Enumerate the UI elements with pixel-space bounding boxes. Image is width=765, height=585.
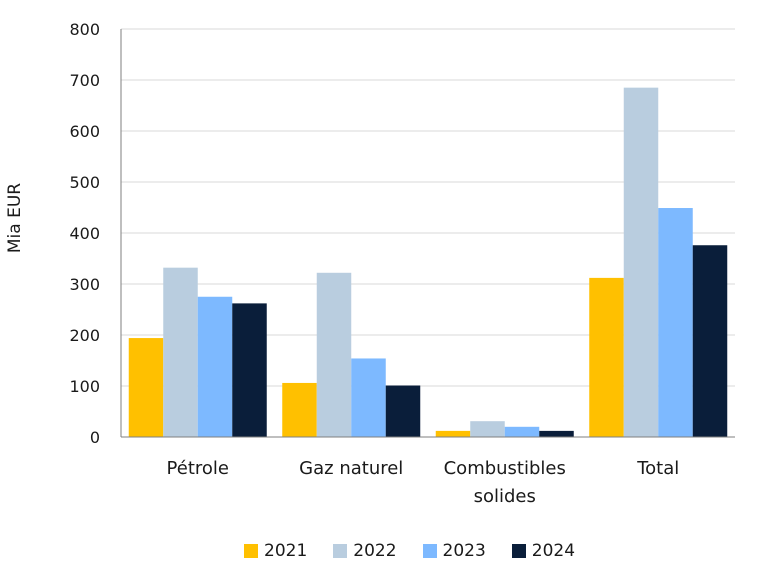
x-category-label: solides xyxy=(474,486,536,507)
x-category-label: Pétrole xyxy=(167,458,229,479)
x-category-label: Combustibles xyxy=(444,458,566,479)
axes xyxy=(120,29,735,438)
y-tick-label: 300 xyxy=(69,275,100,294)
bar-2022-3 xyxy=(623,87,659,438)
bar-2022-1 xyxy=(316,272,352,437)
bar-2021-1 xyxy=(282,382,317,437)
bars xyxy=(128,87,728,438)
legend-swatch xyxy=(511,544,526,558)
bar-2021-3 xyxy=(589,277,624,437)
legend-swatch xyxy=(333,544,348,558)
bar-2023-0 xyxy=(197,296,233,437)
y-tick-label: 400 xyxy=(69,224,100,243)
x-category-label: Gaz naturel xyxy=(299,458,403,479)
legend-label: 2024 xyxy=(531,541,576,561)
x-category-labels: Pétrole Gaz naturel Combustibles solides Tot… xyxy=(167,458,680,507)
bar-2024-2 xyxy=(539,430,574,437)
bar-2021-2 xyxy=(435,430,471,437)
bar-2023-3 xyxy=(658,208,693,437)
y-tick-label: 0 xyxy=(90,428,100,447)
legend-item-2021: 2021 xyxy=(244,541,307,561)
legend-item-2022: 2022 xyxy=(333,541,397,561)
bar-2021-0 xyxy=(128,338,164,437)
bar-2024-0 xyxy=(232,303,267,437)
legend-swatch xyxy=(422,544,437,558)
legend-item-2024: 2024 xyxy=(511,541,576,561)
legend-label: 2023 xyxy=(442,541,486,561)
bar-2022-2 xyxy=(470,421,505,437)
y-tick-labels: 0 100 200 300 400 500 600 700 800 xyxy=(69,20,100,447)
legend-label: 2021 xyxy=(264,541,308,561)
legend-item-2023: 2023 xyxy=(422,541,486,561)
y-axis-label: Mia EUR xyxy=(5,183,25,253)
bar-2024-1 xyxy=(385,385,421,437)
bar-2024-3 xyxy=(692,245,728,437)
y-tick-label: 100 xyxy=(69,377,100,396)
y-tick-label: 500 xyxy=(69,173,100,192)
y-tick-label: 600 xyxy=(69,122,100,141)
bar-2022-0 xyxy=(163,267,198,437)
bar-2023-1 xyxy=(351,358,386,437)
legend-swatch xyxy=(244,544,258,558)
x-category-label: Total xyxy=(636,458,679,479)
legend: 2021 2022 2023 2024 xyxy=(244,541,601,561)
legend-label: 2022 xyxy=(353,541,397,561)
bar-2023-2 xyxy=(504,426,540,437)
y-tick-label: 700 xyxy=(69,71,100,90)
y-tick-label: 800 xyxy=(69,20,100,39)
y-tick-label: 200 xyxy=(69,326,100,345)
